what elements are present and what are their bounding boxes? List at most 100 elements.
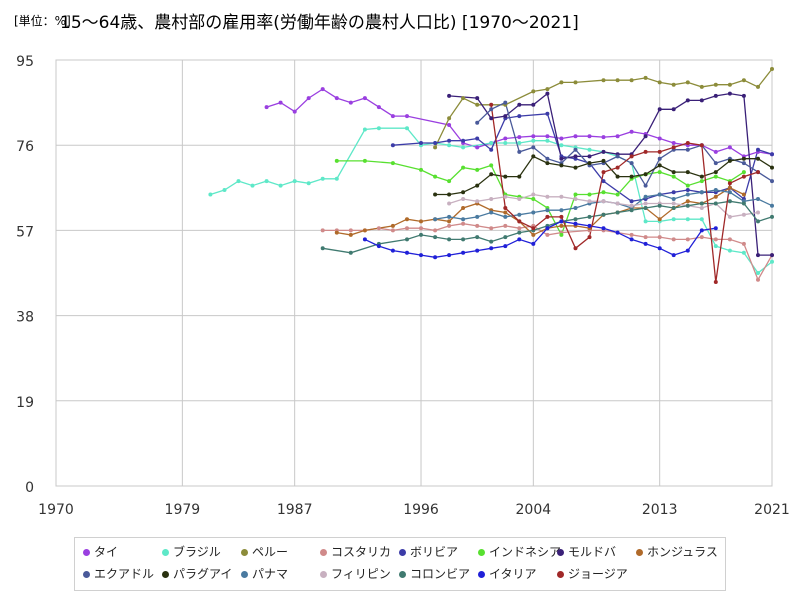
data-point	[517, 226, 522, 231]
data-point	[405, 250, 409, 255]
data-point	[503, 206, 508, 210]
data-point	[615, 174, 620, 179]
y-tick-label: 0	[25, 480, 34, 496]
data-point	[447, 192, 452, 197]
data-point	[615, 192, 620, 197]
data-point	[334, 176, 339, 181]
data-point	[727, 145, 732, 150]
data-point	[559, 80, 564, 85]
data-point	[475, 214, 480, 219]
data-point	[517, 135, 522, 140]
data-point	[657, 163, 662, 168]
data-point	[390, 228, 395, 233]
data-point	[573, 165, 578, 170]
series-line-13	[364, 220, 716, 258]
data-point	[727, 181, 732, 186]
data-point	[503, 235, 508, 240]
data-point	[461, 217, 466, 222]
data-point	[503, 210, 508, 215]
data-point	[447, 253, 452, 258]
data-point	[320, 246, 325, 251]
data-point	[447, 138, 452, 143]
data-point	[545, 111, 550, 116]
data-point	[461, 190, 466, 195]
data-point	[713, 201, 718, 206]
legend-label: ジョージア	[568, 567, 628, 581]
data-point	[587, 154, 592, 159]
y-tick-label: 95	[16, 54, 34, 70]
data-point	[503, 114, 508, 119]
data-point	[601, 78, 606, 83]
data-point	[671, 174, 676, 179]
legend-label: インドネシア	[489, 545, 562, 559]
data-point	[727, 237, 732, 242]
data-point	[208, 192, 213, 197]
legend-label: ホンジュラス	[647, 545, 718, 559]
data-point	[531, 192, 536, 197]
data-point	[657, 235, 662, 240]
data-point	[503, 141, 508, 145]
data-point	[699, 190, 704, 195]
data-point	[643, 194, 648, 199]
data-point	[671, 190, 676, 195]
data-point	[727, 248, 732, 253]
data-point	[573, 80, 578, 85]
data-point	[292, 109, 297, 114]
data-point	[559, 156, 564, 161]
data-point	[671, 217, 676, 222]
legend-marker	[399, 549, 406, 556]
data-point	[559, 194, 564, 199]
data-point	[236, 179, 241, 184]
data-point	[489, 141, 494, 145]
data-point	[461, 221, 466, 226]
data-point	[517, 114, 522, 119]
data-point	[741, 212, 746, 217]
data-point	[433, 228, 438, 233]
data-point	[741, 192, 746, 197]
legend-item: ペルー	[241, 543, 288, 560]
legend-label: ブラジル	[173, 545, 221, 559]
data-point	[334, 230, 339, 235]
data-point	[573, 154, 578, 159]
legend-marker	[241, 549, 248, 556]
data-point	[517, 197, 522, 201]
data-point	[615, 201, 620, 206]
data-point	[629, 199, 634, 204]
series-line-12	[322, 200, 773, 254]
data-point	[250, 183, 255, 188]
data-point	[517, 174, 522, 179]
data-point	[770, 253, 774, 258]
data-point	[657, 149, 662, 154]
data-point	[713, 174, 718, 179]
data-point	[770, 67, 774, 71]
data-point	[517, 219, 522, 224]
data-point	[601, 190, 606, 195]
data-point	[503, 100, 508, 105]
data-point	[517, 230, 522, 235]
data-point	[376, 126, 381, 131]
data-point	[348, 100, 353, 105]
data-point	[573, 217, 578, 222]
data-point	[489, 226, 494, 231]
data-point	[278, 183, 283, 188]
data-point	[559, 136, 564, 141]
data-point	[756, 271, 760, 275]
data-point	[741, 174, 746, 179]
plot-frame	[55, 59, 773, 487]
data-point	[741, 156, 746, 161]
data-point	[461, 206, 466, 210]
data-point	[475, 183, 480, 188]
y-tick-label: 76	[16, 139, 34, 155]
legend-item: パナマ	[241, 565, 288, 582]
data-point	[348, 232, 353, 237]
data-point	[334, 96, 339, 101]
legend-item: イタリア	[478, 565, 537, 582]
data-point	[699, 179, 704, 184]
data-point	[741, 161, 746, 166]
data-point	[475, 235, 480, 240]
data-point	[405, 126, 409, 131]
data-point	[643, 201, 648, 206]
data-point	[545, 156, 550, 161]
data-point	[475, 167, 480, 172]
data-point	[699, 143, 704, 148]
